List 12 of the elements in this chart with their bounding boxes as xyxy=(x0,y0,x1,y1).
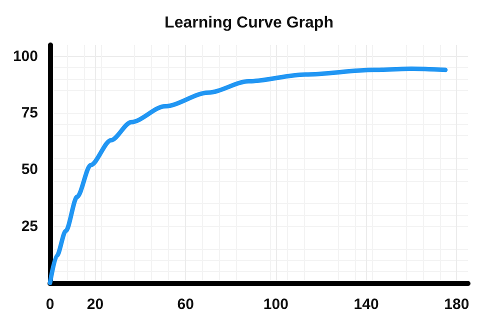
y-tick-label: 75 xyxy=(21,104,38,122)
x-tick-label: 100 xyxy=(263,296,288,313)
chart-title: Learning Curve Graph xyxy=(164,14,334,32)
x-tick-label: 180 xyxy=(444,296,470,313)
line-series xyxy=(48,66,448,286)
y-tick-label: 100 xyxy=(12,48,38,65)
y-tick-label: 25 xyxy=(21,218,38,235)
y-tick-label: 50 xyxy=(21,161,38,178)
x-tick-label: 0 xyxy=(46,296,54,313)
x-tick-label: 60 xyxy=(177,296,194,313)
x-tick-label: 140 xyxy=(354,296,379,313)
x-tick-label: 20 xyxy=(86,296,104,313)
